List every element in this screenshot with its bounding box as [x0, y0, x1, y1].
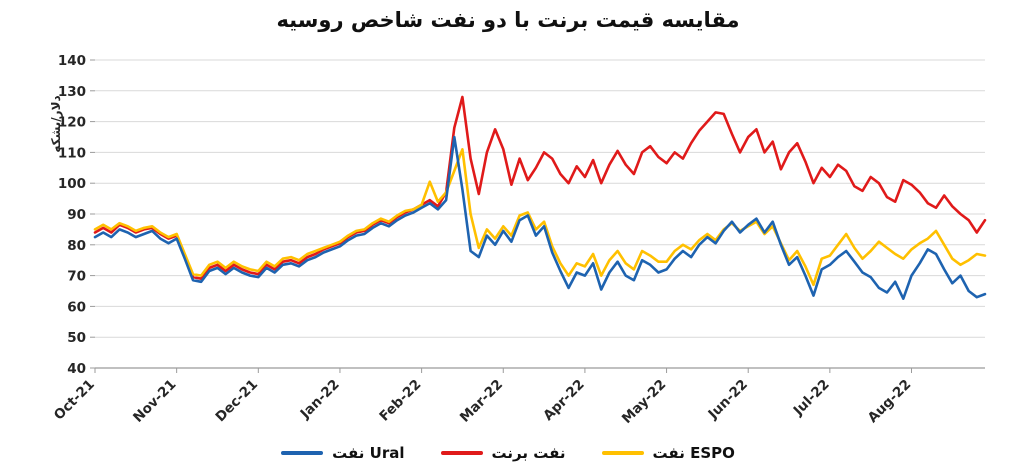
x-tick-label: Oct-21 [51, 377, 98, 424]
series-line-espo [93, 148, 987, 287]
x-tick-label: Jul-22 [790, 377, 833, 420]
x-tick-label: Nov-21 [130, 377, 179, 426]
espo-line-swatch [601, 451, 644, 455]
y-tick-label: 100 [58, 176, 86, 192]
y-tick-label: 110 [58, 145, 86, 161]
legend-item-espo: نفت ESPO [601, 444, 735, 462]
legend-label-espo: نفت ESPO [652, 444, 735, 462]
legend-item-brent: نفت برنت [440, 444, 566, 462]
y-tick-label: 140 [58, 53, 86, 69]
x-tick-label: Aug-22 [865, 377, 915, 427]
legend-label-ural: نفت Ural [332, 444, 405, 462]
x-tick-label: Mar-22 [457, 377, 506, 426]
x-tick-label: Dec-21 [213, 377, 262, 426]
y-tick-label: 130 [58, 84, 86, 100]
y-tick-label: 40 [67, 361, 86, 377]
x-tick-label: Feb-22 [376, 377, 424, 425]
y-tick-label: 120 [58, 115, 86, 131]
y-tick-label: 60 [67, 299, 86, 315]
ural-line-swatch [281, 451, 324, 455]
x-tick-label: Jun-22 [705, 377, 751, 423]
series-line-ural [93, 135, 987, 300]
y-tick-label: 70 [67, 269, 86, 285]
legend: نفت Ural نفت برنت نفت ESPO [0, 444, 1016, 462]
plot-area: 40 50 60 70 80 90 100 110 120 130 140 Oct-21 Nov-21 D… [51, 53, 987, 427]
legend-item-ural: نفت Ural [281, 444, 405, 462]
x-tick-label: Apr-22 [540, 377, 587, 424]
x-tick-label: Jan-22 [297, 377, 343, 423]
series-line-brent [93, 95, 987, 280]
chart-title: مقایسه قیمت برنت با دو نفت شاخص روسیه [276, 8, 740, 32]
y-tick-label: 80 [67, 238, 86, 254]
brent-line-swatch [440, 451, 483, 455]
x-tick-label: May-22 [619, 377, 669, 427]
y-tick-label: 50 [67, 330, 86, 346]
y-tick-label: 90 [67, 207, 86, 223]
legend-label-brent: نفت برنت [491, 444, 566, 462]
